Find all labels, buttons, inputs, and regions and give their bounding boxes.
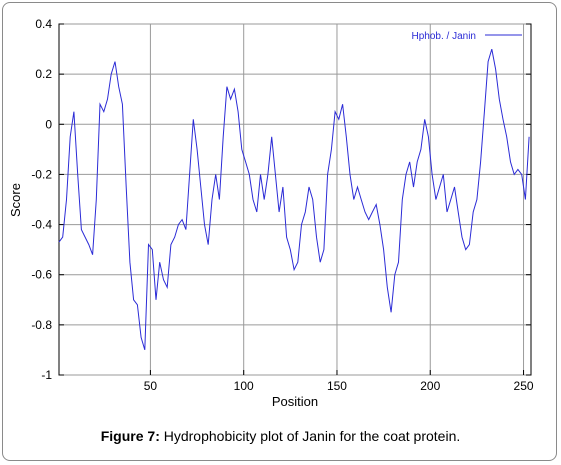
y-tick-label: -0.6 bbox=[31, 268, 52, 282]
plot-area bbox=[58, 23, 532, 376]
y-tick-label: -0.2 bbox=[31, 167, 52, 181]
y-tick-label: 0 bbox=[45, 117, 52, 131]
y-tick-label: -0.4 bbox=[31, 218, 52, 232]
y-tick-label: 0.2 bbox=[35, 67, 52, 81]
caption-text: Hydrophobicity plot of Janin for the coa… bbox=[159, 428, 461, 444]
y-tick-label: 0.4 bbox=[35, 17, 52, 31]
x-tick-label: 50 bbox=[144, 379, 158, 393]
series-line-hphob-janin bbox=[58, 48, 530, 351]
y-tick-labels: -1 -0.8 -0.6 -0.4 -0.2 0 0.2 0.4 bbox=[31, 17, 52, 382]
gridlines bbox=[59, 23, 531, 376]
caption-label: Figure 7: bbox=[100, 428, 160, 444]
legend-label: Hphob. / Janin bbox=[412, 31, 477, 42]
y-axis-label: Score bbox=[8, 183, 23, 217]
x-tick-label: 100 bbox=[234, 379, 254, 393]
x-tick-labels: 50 100 150 200 250 bbox=[144, 379, 534, 393]
x-axis-label: Position bbox=[272, 394, 318, 409]
x-tick-label: 150 bbox=[327, 379, 347, 393]
y-tick-label: -0.8 bbox=[31, 318, 52, 332]
x-tick-label: 250 bbox=[514, 379, 534, 393]
legend: Hphob. / Janin bbox=[412, 31, 522, 42]
x-tick-label: 200 bbox=[420, 379, 440, 393]
hydrophobicity-chart: -1 -0.8 -0.6 -0.4 -0.2 0 0.2 0.4 50 100 150 200 250… bbox=[8, 17, 534, 409]
y-tick-label: -1 bbox=[41, 368, 52, 382]
figure-caption: Figure 7: Hydrophobicity plot of Janin f… bbox=[0, 428, 561, 444]
